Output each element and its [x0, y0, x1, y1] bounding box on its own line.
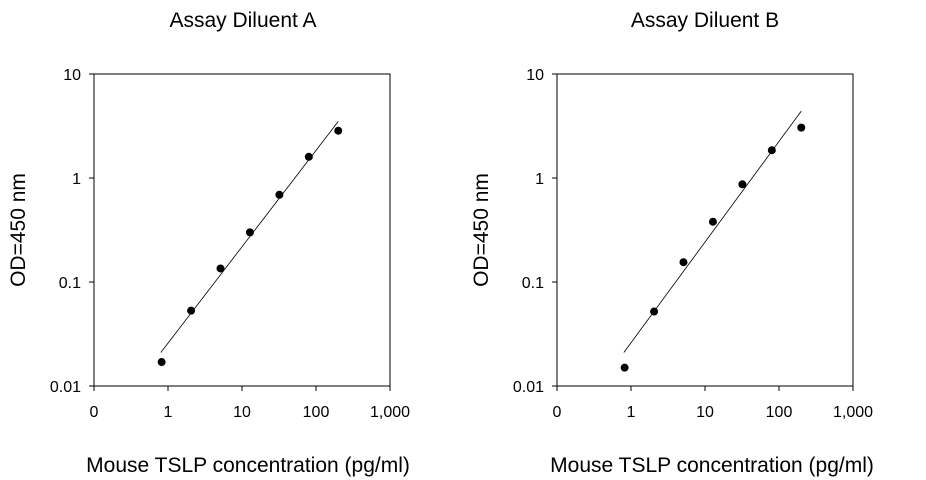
data-point — [797, 123, 806, 132]
x-tick-label: 100 — [303, 404, 330, 421]
chart-title: Assay Diluent A — [169, 9, 316, 32]
data-point — [620, 363, 629, 372]
x-axis-label: Mouse TSLP concentration (pg/ml) — [550, 454, 874, 477]
y-tick-label: 0.01 — [50, 379, 81, 396]
x-tick-label: 1 — [164, 404, 173, 421]
data-point — [304, 152, 313, 161]
data-point — [708, 217, 717, 226]
x-tick-label: 10 — [696, 404, 714, 421]
data-point — [216, 264, 225, 273]
chart-panel-assay-diluent-a: Assay Diluent A Mouse TSLP concentration… — [7, 9, 410, 477]
x-tick-label: 0 — [90, 404, 99, 421]
data-point — [334, 126, 343, 135]
x-tick-label: 10 — [233, 404, 251, 421]
y-tick-label: 10 — [526, 67, 544, 84]
data-point — [187, 306, 196, 315]
x-tick-label: 1,000 — [370, 404, 410, 421]
plot-frame — [93, 73, 391, 387]
data-point — [738, 180, 747, 189]
data-point — [767, 146, 776, 155]
data-point — [245, 228, 254, 237]
y-tick-label: 10 — [63, 67, 81, 84]
y-axis-label: OD=450 nm — [470, 173, 493, 287]
x-tick-label: 100 — [766, 404, 793, 421]
x-tick-label: 1 — [627, 404, 636, 421]
y-tick-label: 0.1 — [59, 275, 81, 292]
x-tick-label: 1,000 — [833, 404, 873, 421]
data-point — [650, 307, 659, 316]
plot-frame — [556, 73, 854, 387]
y-tick-label: 0.1 — [522, 275, 544, 292]
data-point — [275, 190, 284, 199]
data-point — [679, 258, 688, 267]
fit-line — [623, 110, 802, 353]
x-tick-label: 0 — [553, 404, 562, 421]
y-axis-label: OD=450 nm — [7, 173, 30, 287]
chart-title: Assay Diluent B — [631, 9, 779, 32]
y-tick-label: 0.01 — [513, 379, 544, 396]
y-tick-label: 1 — [535, 171, 544, 188]
chart-panel-assay-diluent-b: Assay Diluent B Mouse TSLP concentration… — [470, 9, 874, 477]
y-tick-label: 1 — [72, 171, 81, 188]
data-point — [157, 358, 166, 367]
x-axis-label: Mouse TSLP concentration (pg/ml) — [86, 454, 410, 477]
